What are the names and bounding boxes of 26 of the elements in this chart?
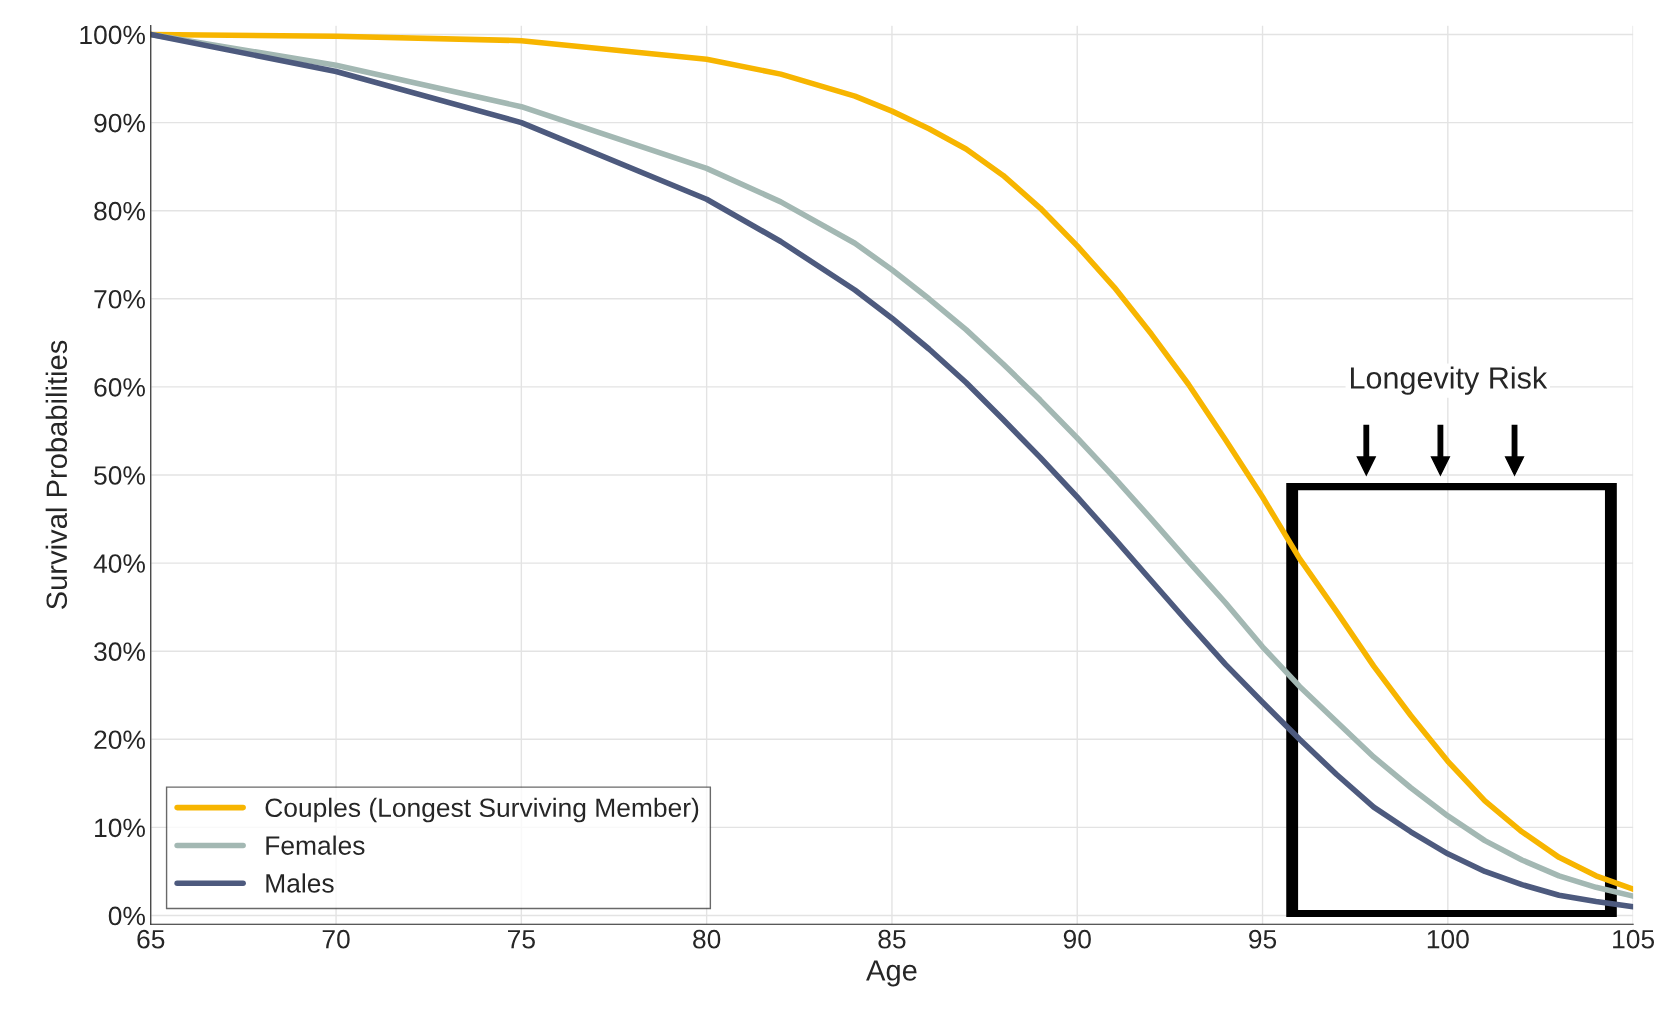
y-tick-label: 70% [94,289,145,309]
x-axis-title: Age [866,960,917,987]
annotation: Longevity Risk [1350,366,1548,395]
x-tick-label: 85 [878,929,906,949]
y-tick-label: 60% [94,378,145,397]
y-tick-label: 90% [94,113,145,133]
legend-label: Couples (Longest Surviving Member) [265,797,699,823]
y-tick-label: 100% [80,25,145,45]
x-tick-label: 95 [1249,929,1277,949]
legend-label: Females [266,835,365,855]
y-axis-title: Survival Probabilities [45,340,68,610]
x-tick-label: 105 [1613,929,1655,949]
y-tick-label: 20% [94,730,145,750]
x-tick-label: 75 [508,930,535,949]
x-tick-label: 100 [1427,929,1469,949]
x-tick-label: 90 [1063,929,1091,949]
y-tick-label: 10% [95,818,145,838]
x-tick-label: 65 [137,929,165,949]
y-tick-label: 0% [108,906,145,926]
x-tick-label: 70 [322,929,350,949]
y-tick-label: 80% [94,201,145,221]
y-tick-label: 50% [94,466,145,485]
legend-label: Males [266,873,334,893]
y-tick-label: 40% [93,554,145,573]
x-tick-label: 80 [693,929,721,949]
y-tick-label: 30% [94,642,145,662]
